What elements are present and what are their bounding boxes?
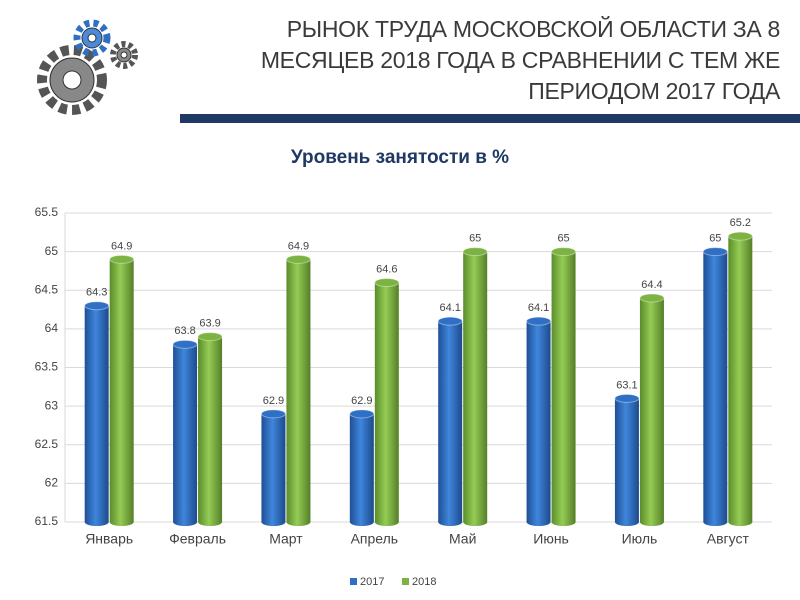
bar [614, 398, 639, 522]
x-tick-label: Март [269, 531, 303, 547]
data-label: 65.2 [730, 217, 751, 229]
data-label: 64.1 [528, 302, 549, 314]
bar [349, 413, 374, 522]
data-label: 64.9 [288, 240, 309, 252]
y-tick-label: 63 [45, 398, 59, 412]
bar [84, 305, 109, 522]
bar-top [197, 332, 223, 342]
title-rule [180, 114, 800, 123]
bar-base [349, 518, 374, 526]
y-tick-label: 65.5 [35, 205, 59, 219]
legend-swatch [350, 578, 357, 585]
y-tick-label: 61.5 [35, 514, 59, 528]
bar-base [374, 518, 399, 526]
bar-base [728, 518, 753, 526]
bar [639, 297, 664, 522]
bar-base [438, 518, 463, 526]
bar [109, 259, 134, 522]
bar-base [109, 518, 134, 526]
bar-top [84, 301, 110, 311]
bar-base [463, 518, 488, 526]
bar [173, 344, 198, 522]
data-label: 62.9 [263, 395, 284, 407]
data-label: 64.3 [86, 287, 107, 299]
bar-base [614, 518, 639, 526]
bar-base [286, 518, 311, 526]
bar-base [198, 518, 223, 526]
x-tick-label: Январь [85, 531, 133, 547]
bar-base [84, 518, 109, 526]
x-tick-label: Июль [622, 531, 658, 547]
x-tick-label: Август [707, 531, 750, 547]
bar-top [260, 409, 286, 419]
bar [198, 336, 223, 522]
y-tick-label: 63.5 [35, 360, 59, 374]
bar-top [551, 247, 577, 257]
x-tick-label: Июнь [533, 531, 569, 547]
legend-label: 2018 [412, 576, 436, 588]
bar [286, 259, 311, 522]
bar [438, 321, 463, 522]
bar-base [639, 518, 664, 526]
x-tick-label: Апрель [351, 531, 399, 547]
legend-label: 2017 [360, 576, 384, 588]
data-label: 62.9 [351, 395, 372, 407]
bar [261, 413, 286, 522]
legend-swatch [402, 578, 409, 585]
data-label: 65 [557, 233, 569, 245]
bar-top [285, 254, 311, 264]
bar-top [727, 231, 753, 241]
data-label: 64.1 [439, 302, 460, 314]
bar-base [173, 518, 198, 526]
data-label: 63.9 [199, 318, 220, 330]
data-label: 63.1 [616, 379, 637, 391]
data-label: 64.9 [111, 240, 132, 252]
bar-top [462, 247, 488, 257]
bar [526, 321, 551, 522]
data-label: 65 [709, 233, 721, 245]
bar-base [526, 518, 551, 526]
data-label: 64.4 [641, 279, 662, 291]
data-label: 65 [469, 233, 481, 245]
bar [374, 282, 399, 522]
bar-top [614, 393, 640, 403]
y-tick-label: 64 [45, 321, 59, 335]
x-tick-label: Февраль [169, 531, 226, 547]
bar-top [437, 316, 463, 326]
data-label: 63.8 [174, 325, 195, 337]
bar-top [702, 247, 728, 257]
y-tick-label: 62.5 [35, 437, 59, 451]
bar-top [349, 409, 375, 419]
gears-icon [37, 19, 138, 115]
x-tick-label: Май [449, 531, 476, 547]
y-tick-label: 62 [45, 476, 59, 490]
bar-base [551, 518, 576, 526]
slide-title: РЫНОК ТРУДА МОСКОВСКОЙ ОБЛАСТИ ЗА 8 МЕСЯ… [260, 16, 780, 104]
bar [463, 251, 488, 522]
bar-base [261, 518, 286, 526]
bar [703, 251, 728, 522]
y-tick-label: 65 [45, 244, 59, 258]
data-label: 64.6 [376, 263, 397, 275]
y-tick-label: 64.5 [35, 282, 59, 296]
chart-title: Уровень занятости в % [291, 147, 509, 168]
bar-top [639, 293, 665, 303]
bar-top [109, 254, 135, 264]
bar-top [374, 278, 400, 288]
bar-top [172, 339, 198, 349]
bar [728, 236, 753, 523]
bar-top [526, 316, 552, 326]
bar-base [703, 518, 728, 526]
bar [551, 251, 576, 522]
